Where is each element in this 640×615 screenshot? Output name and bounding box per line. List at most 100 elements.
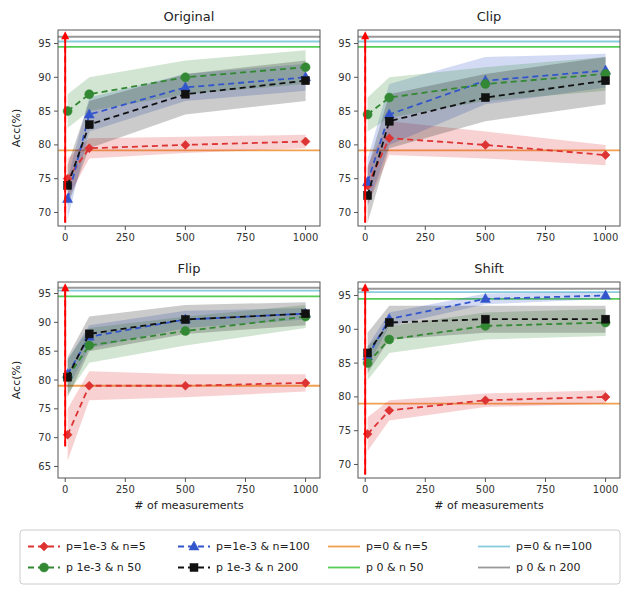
y-tick-label: 90 [338, 72, 351, 83]
series-marker [85, 121, 93, 129]
series-marker [385, 117, 393, 125]
x-tick-label: 750 [236, 484, 255, 495]
x-axis-label: # of measurements [134, 499, 244, 512]
legend-label: p 1e-3 & n 200 [216, 561, 298, 574]
x-tick-label: 0 [62, 484, 68, 495]
series-marker [302, 77, 310, 85]
reference-line [358, 41, 620, 43]
plot-area [58, 283, 320, 461]
plot-frame [58, 282, 320, 478]
y-tick [54, 77, 58, 78]
plot-background [58, 30, 320, 226]
x-tick-label: 500 [176, 484, 195, 495]
y-tick-label: 75 [38, 173, 51, 184]
reference-line [58, 290, 320, 292]
y-tick [354, 363, 358, 364]
x-tick [365, 478, 366, 482]
annotation-arrow [64, 289, 66, 446]
y-tick-label: 80 [338, 391, 351, 402]
y-tick [54, 466, 58, 467]
series-marker [602, 77, 610, 85]
reference-line [58, 36, 320, 38]
annotation-arrow [64, 37, 66, 222]
x-tick-label: 0 [362, 484, 368, 495]
reference-line [58, 41, 320, 43]
y-tick [54, 212, 58, 213]
y-tick-label: 80 [338, 139, 351, 150]
y-tick-label: 85 [338, 106, 351, 117]
y-tick [354, 77, 358, 78]
series-marker [481, 94, 489, 102]
plot-area [58, 31, 320, 222]
series-line [368, 81, 606, 196]
x-tick-label: 250 [416, 232, 435, 243]
x-tick-label: 250 [116, 484, 135, 495]
plot-background [58, 282, 320, 478]
subplot: Clip70758085909502505007501000 [338, 9, 620, 243]
y-tick [354, 212, 358, 213]
y-tick-label: 75 [338, 173, 351, 184]
y-axis-label: Acc(%) [10, 109, 23, 147]
y-tick [54, 351, 58, 352]
legend-handle [478, 567, 510, 569]
y-tick-label: 95 [38, 38, 51, 49]
series-marker [481, 140, 490, 149]
y-tick [354, 295, 358, 296]
x-tick-label: 1000 [593, 232, 618, 243]
series-marker [181, 381, 190, 390]
series-marker [85, 144, 94, 153]
plot-background [358, 30, 620, 226]
legend-label: p=1e-3 & n=100 [216, 540, 310, 553]
x-tick-label: 500 [176, 232, 195, 243]
y-tick-label: 85 [38, 346, 51, 357]
y-tick [54, 178, 58, 179]
y-tick-label: 80 [38, 139, 51, 150]
y-tick-label: 80 [38, 375, 51, 386]
x-tick [425, 226, 426, 230]
reference-line [58, 287, 320, 289]
x-tick-label: 500 [476, 484, 495, 495]
legend-label: p 0 & n 50 [366, 561, 424, 574]
subplot: Flip6570758085909502505007501000Acc(%)# … [10, 261, 320, 512]
series-marker [481, 80, 490, 89]
x-tick [605, 226, 606, 230]
y-tick [54, 322, 58, 323]
y-tick [54, 144, 58, 145]
series-marker [601, 151, 610, 160]
subplot-title: Shift [474, 261, 504, 276]
x-tick [65, 478, 66, 482]
series-marker [181, 315, 189, 323]
legend-marker [190, 564, 198, 572]
legend-label: p=0 & n=5 [366, 540, 428, 553]
x-tick-label: 500 [476, 232, 495, 243]
series-line [68, 317, 306, 378]
annotation-arrow [364, 37, 366, 222]
y-axis-label: Acc(%) [10, 361, 23, 399]
y-tick-label: 70 [38, 432, 51, 443]
y-tick-label: 75 [38, 403, 51, 414]
y-tick-label: 70 [38, 207, 51, 218]
legend-label: p 0 & n 200 [516, 561, 581, 574]
legend-marker [189, 541, 199, 550]
y-tick [354, 329, 358, 330]
x-tick-label: 1000 [593, 484, 618, 495]
series-line [368, 74, 606, 115]
legend-label: p 1e-3 & n 50 [66, 561, 141, 574]
x-tick [185, 226, 186, 230]
subplot: Original70758085909502505007501000Acc(%) [10, 9, 320, 243]
legend-handle [478, 546, 510, 548]
series-line [368, 319, 606, 353]
y-tick-label: 70 [338, 207, 351, 218]
series-line [68, 67, 306, 111]
std-band [368, 390, 606, 451]
legend: p=1e-3 & n=5p=1e-3 & n=100p=0 & n=5p=0 &… [20, 530, 620, 584]
plot-area [358, 283, 620, 474]
series-marker [301, 308, 311, 317]
series-line [68, 77, 306, 199]
x-tick-label: 750 [236, 232, 255, 243]
subplot-title: Original [164, 9, 215, 24]
std-band [368, 57, 606, 223]
series-marker [481, 315, 489, 323]
y-tick [354, 464, 358, 465]
series-marker [85, 381, 94, 390]
